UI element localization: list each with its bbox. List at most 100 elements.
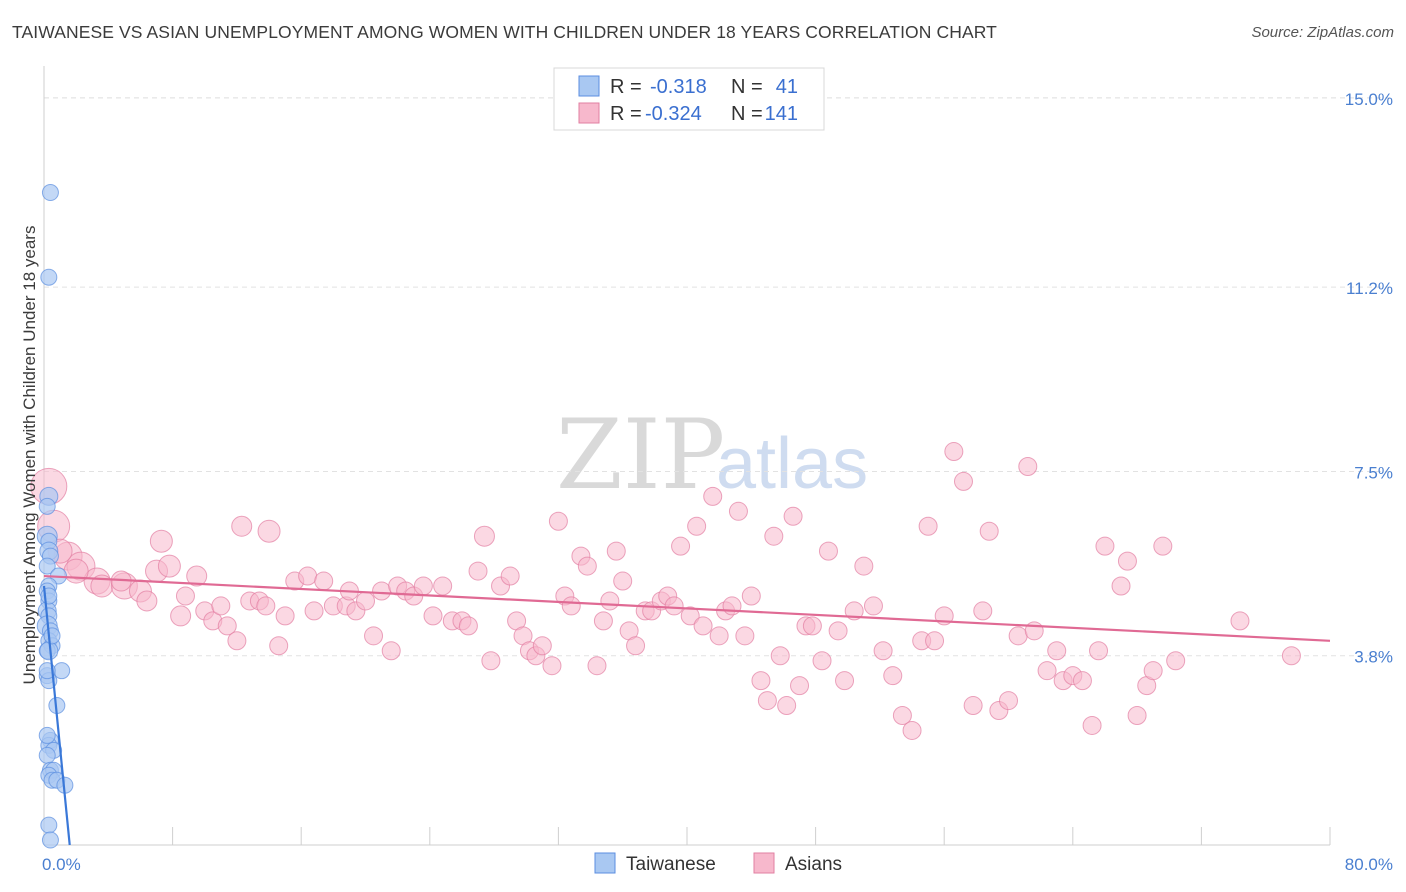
point-asians: [863, 596, 883, 616]
point-taiwanese: [38, 726, 56, 744]
legend-r-value-asians: -0.324: [645, 103, 702, 125]
point-asians: [356, 591, 375, 611]
point-asians: [587, 656, 607, 676]
point-asians: [999, 691, 1018, 711]
point-asians: [257, 519, 281, 543]
point-asians: [844, 601, 864, 621]
point-asians: [170, 605, 192, 627]
point-taiwanese: [38, 557, 56, 575]
point-asians: [1127, 706, 1147, 726]
legend-n-value-asians: 141: [765, 103, 798, 125]
bottom-legend-label-asians: Asians: [785, 854, 842, 875]
point-asians: [680, 606, 700, 626]
point-asians: [790, 676, 810, 696]
point-asians: [703, 486, 723, 506]
point-asians: [812, 651, 832, 671]
point-asians: [925, 631, 945, 651]
trend-lines: [42, 574, 1331, 846]
point-asians: [548, 511, 568, 531]
point-asians: [481, 651, 501, 671]
point-asians: [828, 621, 848, 641]
point-asians: [883, 666, 903, 686]
point-asians: [314, 571, 334, 591]
point-asians: [902, 720, 922, 740]
y-tick-label: 7.5%: [1354, 463, 1393, 482]
point-asians: [577, 556, 597, 576]
bottom-legend-swatch-taiwanese: [594, 852, 616, 874]
point-asians: [770, 646, 790, 666]
point-asians: [1082, 715, 1102, 735]
point-asians: [1166, 651, 1186, 671]
series-asians: [30, 442, 1301, 740]
point-asians: [818, 541, 838, 561]
chart-title: TAIWANESE VS ASIAN UNEMPLOYMENT AMONG WO…: [12, 22, 997, 42]
point-taiwanese: [40, 268, 58, 286]
point-asians: [1008, 626, 1028, 646]
point-asians: [835, 671, 855, 691]
source-label: Source: ZipAtlas.com: [1251, 24, 1394, 41]
point-asians: [626, 636, 646, 656]
point-asians: [175, 586, 195, 606]
point-asians: [227, 631, 247, 651]
point-asians: [783, 506, 803, 526]
point-asians: [473, 525, 495, 547]
point-taiwanese: [40, 587, 58, 605]
point-asians: [892, 706, 912, 726]
point-asians: [1143, 661, 1163, 681]
point-taiwanese: [38, 746, 56, 764]
point-asians: [458, 616, 478, 636]
point-asians: [149, 529, 173, 553]
point-asians: [944, 442, 964, 462]
point-asians: [468, 561, 488, 581]
data-points: [30, 184, 1301, 849]
point-asians: [953, 471, 973, 491]
legend-swatch-taiwanese: [578, 75, 600, 97]
grid-lines: [44, 97, 1392, 657]
point-asians: [157, 554, 181, 578]
point-asians: [979, 521, 999, 541]
trend-line-asians: [43, 574, 1331, 642]
point-asians: [802, 616, 822, 636]
point-taiwanese: [41, 831, 59, 849]
point-asians: [777, 696, 797, 716]
series-legend: Taiwanese Asians: [594, 852, 842, 875]
point-asians: [728, 501, 748, 521]
point-asians: [709, 626, 729, 646]
y-tick-label: 11.2%: [1346, 279, 1393, 298]
correlation-legend: R = -0.318 N = 41 R = -0.324 N = 141: [553, 67, 825, 131]
point-asians: [423, 606, 443, 626]
point-asians: [722, 596, 742, 616]
point-asians: [1095, 536, 1115, 556]
y-tick-label: 3.8%: [1354, 648, 1393, 667]
point-asians: [381, 641, 401, 661]
x-tick-label: 0.0%: [42, 855, 81, 874]
point-asians: [1230, 611, 1250, 631]
bottom-legend-label-taiwanese: Taiwanese: [626, 854, 716, 875]
point-asians: [1117, 551, 1137, 571]
watermark-zip: ZIP: [556, 399, 725, 511]
legend-n-label-taiwanese: N =: [731, 76, 763, 98]
point-asians: [186, 565, 208, 587]
point-asians: [1281, 646, 1301, 666]
point-asians: [561, 596, 581, 616]
point-asians: [1037, 661, 1057, 681]
point-asians: [600, 591, 620, 611]
point-asians: [298, 566, 318, 586]
point-asians: [231, 515, 253, 537]
point-asians: [413, 576, 433, 596]
point-asians: [269, 636, 289, 656]
point-asians: [433, 576, 453, 596]
point-asians: [372, 581, 392, 601]
point-asians: [606, 541, 626, 561]
legend-n-label-asians: N =: [731, 103, 763, 125]
y-axis-label: Unemployment Among Women with Children U…: [20, 226, 39, 685]
point-asians: [1089, 641, 1109, 661]
point-asians: [217, 616, 237, 636]
legend-r-value-taiwanese: -0.318: [650, 76, 707, 98]
point-asians: [542, 656, 562, 676]
y-tick-label: 15.0%: [1345, 90, 1393, 109]
point-asians: [963, 696, 983, 716]
point-asians: [693, 616, 713, 636]
point-asians: [751, 671, 771, 691]
point-asians: [613, 571, 633, 591]
